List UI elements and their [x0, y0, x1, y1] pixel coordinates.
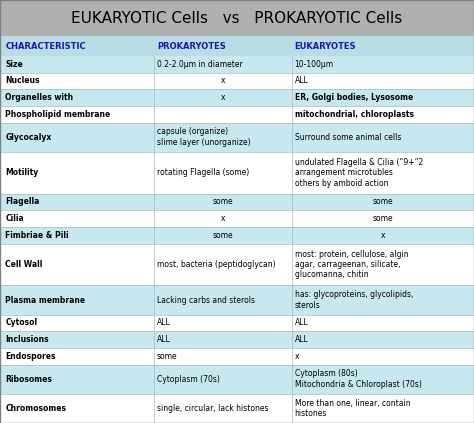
Text: most: protein, cellulose, algin
agar, carrageenan, silicate,
glucomanna, chitin: most: protein, cellulose, algin agar, ca…: [294, 250, 408, 279]
Text: some: some: [373, 214, 393, 223]
Text: some: some: [157, 352, 178, 361]
Bar: [0, 244, 474, 286]
Text: x: x: [294, 352, 299, 361]
Text: Size: Size: [5, 60, 23, 69]
Text: ALL: ALL: [157, 319, 171, 327]
Bar: [0, 123, 474, 152]
Text: ALL: ALL: [157, 335, 171, 344]
Text: Surround some animal cells: Surround some animal cells: [294, 133, 401, 142]
Text: mitochondrial, chloroplasts: mitochondrial, chloroplasts: [294, 110, 413, 119]
Text: rotating Flagella (some): rotating Flagella (some): [157, 168, 249, 177]
Text: x: x: [381, 231, 385, 240]
Text: Cytoplasm (70s): Cytoplasm (70s): [157, 375, 220, 384]
Bar: [0, 89, 474, 106]
Text: EUKARYOTES: EUKARYOTES: [294, 41, 356, 50]
Text: Glycocalyx: Glycocalyx: [5, 133, 52, 142]
Text: Phospholipid membrane: Phospholipid membrane: [5, 110, 110, 119]
Text: ALL: ALL: [294, 319, 308, 327]
Bar: [0, 348, 474, 365]
Text: Cell Wall: Cell Wall: [5, 260, 43, 269]
Text: Organelles with: Organelles with: [5, 93, 73, 102]
Text: x: x: [220, 77, 225, 85]
Bar: [0, 106, 474, 123]
Bar: [0, 394, 474, 423]
Text: most, bacteria (peptidoglycan): most, bacteria (peptidoglycan): [157, 260, 276, 269]
Text: 10-100μm: 10-100μm: [294, 60, 334, 69]
Text: Ribosomes: Ribosomes: [5, 375, 52, 384]
Text: CHARACTERISTIC: CHARACTERISTIC: [5, 41, 86, 50]
Bar: [0, 0, 474, 36]
Text: Lacking carbs and sterols: Lacking carbs and sterols: [157, 296, 255, 305]
Text: EUKARYOTIC Cells   vs   PROKARYOTIC Cells: EUKARYOTIC Cells vs PROKARYOTIC Cells: [72, 11, 402, 25]
Text: Inclusions: Inclusions: [5, 335, 49, 344]
Text: single, circular, lack histones: single, circular, lack histones: [157, 404, 269, 413]
Text: ALL: ALL: [294, 77, 308, 85]
Bar: [0, 194, 474, 210]
Text: x: x: [220, 93, 225, 102]
Text: capsule (organize)
slime layer (unorganize): capsule (organize) slime layer (unorgani…: [157, 127, 251, 147]
Text: Nucleus: Nucleus: [5, 77, 40, 85]
Text: some: some: [373, 198, 393, 206]
Text: Cilia: Cilia: [5, 214, 24, 223]
Text: ER, Golgi bodies, Lysosome: ER, Golgi bodies, Lysosome: [294, 93, 413, 102]
Bar: [0, 315, 474, 331]
Bar: [0, 152, 474, 194]
Text: PROKARYOTES: PROKARYOTES: [157, 41, 226, 50]
Bar: [0, 365, 474, 394]
Bar: [0, 227, 474, 244]
Text: Cytosol: Cytosol: [5, 319, 37, 327]
Text: Endospores: Endospores: [5, 352, 56, 361]
Text: Fimbriae & Pili: Fimbriae & Pili: [5, 231, 69, 240]
Text: has: glycoproteins, glycolipids,
sterols: has: glycoproteins, glycolipids, sterols: [294, 290, 413, 310]
Text: undulated Flagella & Cilia (“9+”2
arrangement microtubles
others by amboid actio: undulated Flagella & Cilia (“9+”2 arrang…: [294, 158, 423, 187]
Bar: [0, 286, 474, 315]
Text: Plasma membrane: Plasma membrane: [5, 296, 85, 305]
Text: More than one, linear, contain
histones: More than one, linear, contain histones: [294, 398, 410, 418]
Text: some: some: [212, 198, 233, 206]
Text: Chromosomes: Chromosomes: [5, 404, 66, 413]
Bar: [0, 210, 474, 227]
Text: Cytoplasm (80s)
Mitochondria & Chloroplast (70s): Cytoplasm (80s) Mitochondria & Chloropla…: [294, 369, 421, 389]
Text: Flagella: Flagella: [5, 198, 40, 206]
Text: Motility: Motility: [5, 168, 38, 177]
Text: 0.2-2.0μm in diameter: 0.2-2.0μm in diameter: [157, 60, 243, 69]
Text: ALL: ALL: [294, 335, 308, 344]
Text: x: x: [220, 214, 225, 223]
Bar: [0, 56, 474, 73]
Bar: [0, 331, 474, 348]
Text: some: some: [212, 231, 233, 240]
Bar: [0, 73, 474, 89]
Bar: [0, 36, 474, 56]
